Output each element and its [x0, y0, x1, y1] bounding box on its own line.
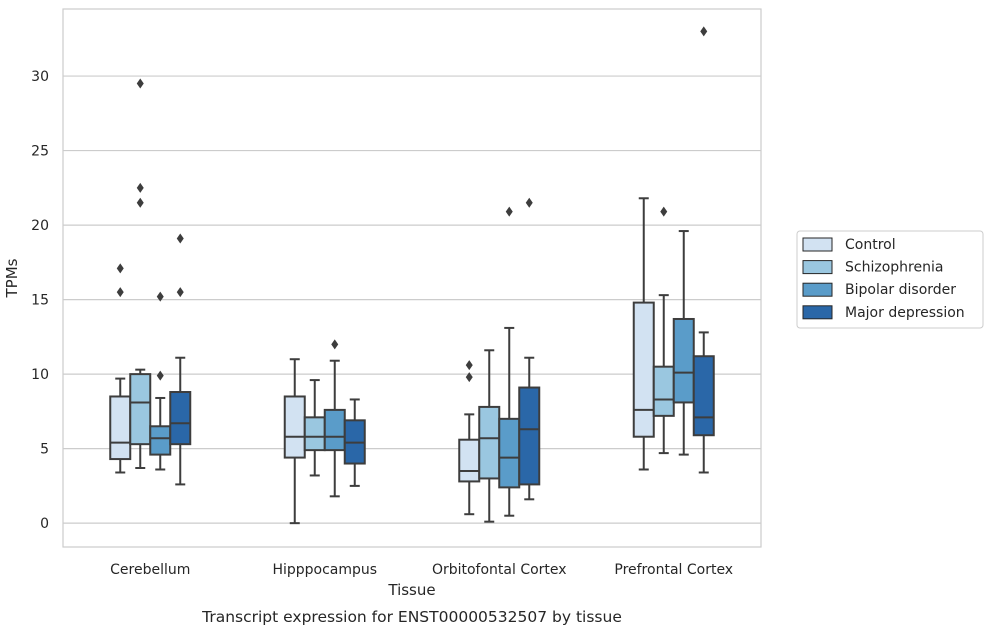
box-major-depression	[169, 233, 192, 486]
y-axis-label: TPMs	[3, 258, 21, 298]
box-bipolar-disorder	[672, 230, 695, 456]
y-tick-labels: 0 5 10 15 20 25 30	[31, 69, 49, 532]
legend-label: Major depression	[845, 305, 965, 321]
x-axis-label: Tissue	[387, 581, 435, 599]
box-schizophrenia	[129, 78, 152, 470]
box-bipolar-disorder	[323, 339, 346, 498]
y-tick-label: 10	[31, 367, 49, 383]
box-control	[632, 197, 655, 471]
box-schizophrenia	[478, 349, 501, 523]
plot-frame	[62, 8, 762, 548]
outlier-point	[331, 339, 339, 350]
box-iqr	[692, 355, 715, 437]
x-tick-label: Orbitofontal Cortex	[432, 562, 567, 578]
box-schizophrenia	[652, 206, 675, 455]
x-tick-label: Prefrontal Cortex	[614, 562, 733, 578]
y-tick-label: 25	[31, 144, 49, 160]
legend-label: Schizophrenia	[845, 260, 943, 276]
outlier-point	[465, 372, 473, 383]
outlier-point	[465, 360, 473, 371]
box-iqr	[518, 386, 541, 486]
y-tick-label: 20	[31, 218, 49, 234]
box-iqr	[283, 395, 306, 459]
box-iqr	[498, 417, 521, 489]
outlier-point	[156, 291, 164, 302]
box-iqr	[129, 373, 152, 446]
box-iqr	[478, 405, 501, 480]
y-tick-label: 0	[40, 516, 49, 532]
x-tick-label: Cerebellum	[110, 562, 190, 578]
y-tick-label: 5	[40, 442, 49, 458]
outlier-point	[176, 233, 184, 244]
legend-swatch	[802, 282, 833, 297]
outlier-point	[156, 370, 164, 381]
legend-swatch	[802, 237, 833, 252]
outlier-point	[136, 78, 144, 89]
box-bipolar-disorder	[149, 291, 172, 471]
outlier-point	[505, 206, 513, 217]
x-tick-label: Hipppocampus	[272, 562, 377, 578]
box-iqr	[323, 408, 346, 452]
box-iqr	[632, 301, 655, 438]
box-control	[283, 358, 306, 525]
legend-label: Control	[845, 237, 896, 253]
box-schizophrenia	[303, 379, 326, 477]
box-control	[458, 360, 481, 516]
x-tick-labels: Cerebellum Hipppocampus Orbitofontal Corte…	[110, 562, 733, 578]
legend-swatch	[802, 260, 833, 275]
outlier-point	[116, 287, 124, 298]
outlier-point	[700, 26, 708, 37]
outlier-point	[136, 197, 144, 208]
y-tick-label: 30	[31, 69, 49, 85]
outlier-point	[116, 263, 124, 274]
box-major-depression	[518, 197, 541, 501]
boxes	[109, 26, 715, 525]
box-major-depression	[343, 398, 366, 487]
legend-frame	[796, 230, 984, 329]
outlier-point	[660, 206, 668, 217]
box-bipolar-disorder	[498, 206, 521, 517]
gridlines	[63, 75, 761, 524]
y-tick-label: 15	[31, 293, 49, 309]
chart-caption: Transcript expression for ENST0000053250…	[201, 608, 622, 626]
box-iqr	[458, 438, 481, 483]
legend-label: Bipolar disorder	[845, 282, 956, 298]
outlier-point	[525, 197, 533, 208]
box-major-depression	[692, 26, 715, 474]
box-iqr	[109, 395, 132, 461]
box-iqr	[652, 365, 675, 417]
outlier-point	[136, 182, 144, 193]
legend: Control Schizophrenia Bipolar disorder Majo…	[796, 230, 984, 329]
box-control	[109, 263, 132, 474]
box-iqr	[303, 416, 326, 452]
box-iqr	[672, 317, 695, 404]
box-iqr	[169, 391, 192, 446]
legend-swatch	[802, 305, 833, 320]
outlier-point	[176, 287, 184, 298]
box-iqr	[149, 425, 172, 456]
